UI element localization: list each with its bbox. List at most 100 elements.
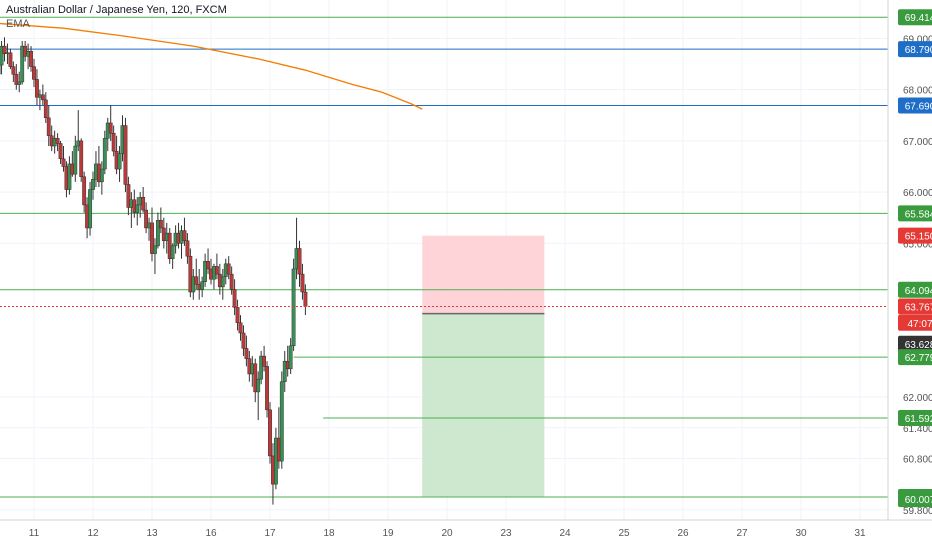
price-tick-label: 65.000 bbox=[903, 239, 932, 250]
candle bbox=[91, 171, 95, 200]
candle bbox=[99, 161, 104, 195]
candle bbox=[229, 266, 234, 295]
candle bbox=[153, 238, 157, 275]
price-tag: 47:07 bbox=[898, 314, 932, 331]
price-tag-label: 60.007 bbox=[905, 495, 932, 506]
take-profit-zone bbox=[422, 313, 545, 497]
candle-body bbox=[29, 51, 33, 67]
candle-body bbox=[238, 322, 243, 334]
candle-body bbox=[108, 122, 113, 134]
candle bbox=[235, 299, 240, 331]
price-tag-box bbox=[898, 409, 932, 426]
candle-body bbox=[144, 209, 148, 229]
price-tag: 69.414 bbox=[898, 9, 932, 26]
candle bbox=[32, 58, 36, 88]
price-tag-label: 69.414 bbox=[905, 13, 932, 24]
candle-body bbox=[150, 222, 154, 254]
candle bbox=[265, 361, 269, 418]
candle bbox=[158, 207, 163, 234]
candle bbox=[203, 253, 207, 287]
time-tick-label: 25 bbox=[618, 528, 630, 539]
candle bbox=[2, 37, 7, 62]
candle bbox=[20, 40, 25, 85]
price-tag: 62.779 bbox=[898, 349, 932, 366]
candle-body bbox=[141, 197, 146, 211]
candle-body bbox=[32, 66, 36, 80]
candle-body bbox=[82, 176, 87, 206]
candle bbox=[185, 233, 190, 264]
price-tag-box bbox=[898, 41, 932, 58]
price-tick-label: 62.000 bbox=[903, 393, 932, 404]
candle bbox=[262, 345, 266, 372]
price-tag-box bbox=[898, 491, 932, 508]
horizontal-levels[interactable] bbox=[0, 16, 888, 498]
price-tag-label: 62.779 bbox=[905, 353, 932, 364]
candle-body bbox=[282, 360, 287, 382]
indicator-label-ema[interactable]: EMA bbox=[6, 18, 30, 30]
price-tag-box bbox=[898, 314, 932, 331]
candle-body bbox=[188, 255, 193, 293]
price-tick-label: 68.000 bbox=[903, 86, 932, 97]
price-tag-box bbox=[898, 349, 932, 366]
price-tag: 61.592 bbox=[898, 409, 932, 426]
price-tag: 63.628 bbox=[898, 335, 932, 352]
stop-loss-zone bbox=[422, 235, 545, 314]
price-tag-label: 68.790 bbox=[905, 45, 932, 56]
price-tick-label: 59.800 bbox=[903, 506, 932, 517]
candle bbox=[291, 258, 296, 351]
candle bbox=[214, 253, 219, 280]
candle-body bbox=[262, 355, 266, 367]
price-tick-label: 60.800 bbox=[903, 455, 932, 466]
position-zones[interactable] bbox=[422, 235, 545, 497]
candle-body bbox=[14, 74, 19, 85]
candle-body bbox=[2, 45, 7, 54]
time-tick-label: 24 bbox=[559, 528, 571, 539]
price-tag-label: 63.628 bbox=[905, 340, 932, 351]
price-tick-label: 67.000 bbox=[903, 137, 932, 148]
candle bbox=[17, 71, 22, 93]
candle bbox=[40, 84, 45, 106]
candle-body bbox=[117, 153, 122, 170]
candle-body bbox=[55, 138, 60, 144]
candle bbox=[238, 315, 243, 341]
candle bbox=[244, 335, 249, 367]
candle bbox=[300, 263, 305, 300]
candle bbox=[102, 130, 107, 175]
time-tick-label: 19 bbox=[382, 528, 394, 539]
price-tag-label: 67.690 bbox=[905, 102, 932, 113]
candle-body bbox=[220, 276, 225, 288]
candle bbox=[141, 186, 146, 213]
price-tag-label: 65.150 bbox=[905, 232, 932, 243]
candle bbox=[259, 350, 264, 385]
candle-body bbox=[153, 245, 157, 254]
candle-body bbox=[256, 378, 261, 393]
candle bbox=[88, 181, 92, 236]
ema-polyline bbox=[0, 22, 423, 110]
candle-body bbox=[40, 94, 45, 101]
price-tag-box bbox=[898, 205, 932, 222]
candle bbox=[170, 243, 175, 269]
time-axis[interactable]: 11 12 13 16 17 18 19 20 23 24 25 26 27 30 31 bbox=[0, 519, 932, 539]
price-axis[interactable]: 69.000 68.000 67.000 66.000 65.000 62.000 61.4… bbox=[887, 0, 932, 520]
price-tag-box bbox=[898, 335, 932, 352]
candle bbox=[232, 279, 237, 316]
candle bbox=[206, 248, 210, 275]
candle-body bbox=[214, 266, 219, 275]
candle-body bbox=[61, 158, 66, 167]
candle-body bbox=[200, 281, 205, 290]
chart-title: Australian Dollar / Japanese Yen, 120, F… bbox=[6, 4, 227, 16]
candle-body bbox=[91, 179, 95, 190]
price-tag-label: 47:07 bbox=[907, 319, 932, 330]
candle-body bbox=[182, 230, 187, 241]
candle bbox=[79, 138, 84, 182]
candle-body bbox=[126, 184, 131, 208]
candle bbox=[135, 197, 140, 226]
candle bbox=[241, 325, 246, 357]
candle-body bbox=[226, 263, 231, 275]
candle bbox=[253, 358, 258, 403]
candle bbox=[46, 105, 51, 147]
candle-body bbox=[46, 117, 51, 136]
price-tag: 68.790 bbox=[898, 41, 932, 58]
candle bbox=[150, 207, 154, 262]
